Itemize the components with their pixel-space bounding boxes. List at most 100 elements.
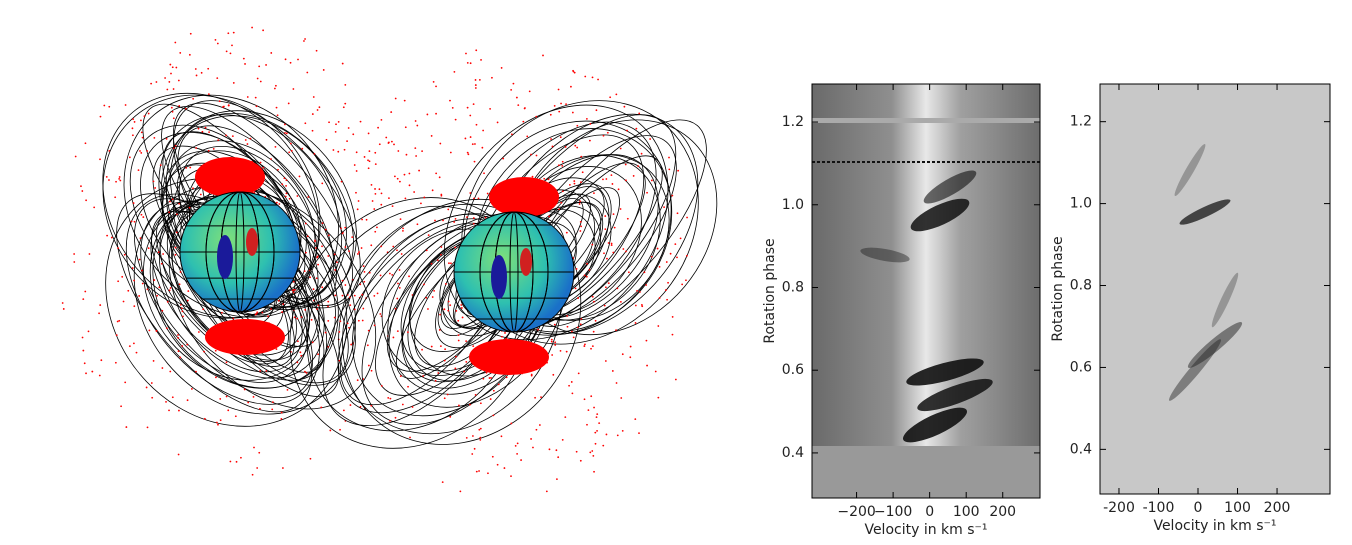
field-point: [591, 345, 594, 348]
field-point: [291, 289, 294, 292]
field-point: [610, 242, 613, 245]
field-point: [338, 331, 341, 333]
field-point: [596, 413, 599, 416]
field-point: [603, 304, 606, 307]
field-point: [368, 271, 371, 274]
field-point: [409, 436, 411, 439]
field-point: [617, 188, 620, 191]
field-point: [180, 307, 183, 310]
field-point: [430, 135, 433, 137]
field-point: [446, 393, 449, 396]
field-point: [472, 103, 475, 106]
field-point: [478, 428, 481, 431]
field-point: [593, 300, 595, 303]
field-point: [510, 133, 513, 136]
field-point: [315, 277, 318, 280]
field-point: [469, 62, 472, 65]
field-point: [531, 175, 534, 178]
field-point: [166, 300, 169, 303]
field-point: [91, 370, 94, 373]
field-point: [340, 227, 342, 230]
field-point: [362, 265, 365, 268]
field-point: [535, 115, 538, 118]
field-point: [595, 109, 598, 112]
field-point: [254, 313, 257, 316]
field-point: [610, 174, 613, 177]
field-point: [93, 206, 96, 209]
field-point: [271, 408, 274, 411]
field-point: [478, 470, 480, 472]
field-point: [464, 137, 467, 140]
field-point: [394, 416, 397, 419]
field-point: [190, 388, 193, 390]
field-point: [280, 411, 283, 414]
field-point: [407, 331, 409, 334]
field-point: [215, 376, 217, 379]
field-point: [465, 340, 468, 343]
field-point: [152, 360, 155, 362]
field-point: [437, 372, 440, 374]
field-point: [430, 262, 433, 265]
field-point: [389, 397, 392, 400]
field-point: [545, 490, 548, 493]
field-point: [466, 61, 469, 64]
field-point: [557, 456, 560, 459]
field-point: [128, 345, 131, 348]
field-point: [316, 256, 319, 259]
field-point: [114, 196, 117, 199]
field-point: [625, 179, 627, 182]
field-point: [300, 354, 303, 357]
field-point: [61, 302, 64, 304]
field-point: [186, 399, 189, 402]
field-point: [207, 67, 210, 70]
field-point: [591, 295, 594, 298]
field-point: [222, 106, 224, 108]
field-loop: [133, 184, 356, 415]
field-point: [357, 200, 360, 202]
field-point: [400, 253, 403, 255]
field-point: [311, 129, 314, 132]
field-point: [347, 127, 350, 129]
polar-cap: [469, 339, 549, 375]
field-point: [607, 242, 610, 244]
field-point: [284, 123, 286, 126]
field-point: [639, 291, 641, 293]
field-point: [194, 68, 197, 70]
field-point: [207, 93, 210, 96]
field-point: [526, 135, 529, 138]
field-point: [197, 331, 200, 333]
field-point: [592, 330, 595, 333]
field-point: [84, 290, 87, 293]
field-point: [108, 149, 111, 152]
field-point: [157, 251, 160, 254]
field-point: [376, 292, 379, 295]
field-point: [433, 289, 436, 292]
field-point: [368, 150, 371, 153]
field-point: [578, 203, 581, 205]
field-point: [85, 372, 87, 375]
field-point: [171, 198, 174, 201]
field-point: [337, 150, 340, 153]
field-point: [324, 331, 327, 334]
field-point: [598, 422, 601, 425]
field-point: [119, 179, 122, 182]
field-point: [565, 350, 568, 353]
field-point: [649, 138, 652, 140]
field-point: [311, 341, 314, 344]
field-point: [150, 382, 153, 384]
field-line-renderings: [61, 26, 718, 493]
field-point: [472, 345, 475, 348]
field-point: [594, 442, 597, 445]
field-point: [262, 166, 265, 169]
field-point: [616, 434, 619, 437]
field-point: [604, 286, 607, 289]
field-point: [329, 429, 332, 432]
y-tick-label: 0.8: [782, 279, 804, 295]
field-point: [585, 275, 588, 278]
field-point: [587, 409, 590, 412]
field-point: [247, 401, 250, 404]
field-point: [179, 303, 182, 306]
meridian: [479, 211, 549, 333]
field-point: [619, 147, 622, 150]
field-point: [374, 163, 377, 165]
